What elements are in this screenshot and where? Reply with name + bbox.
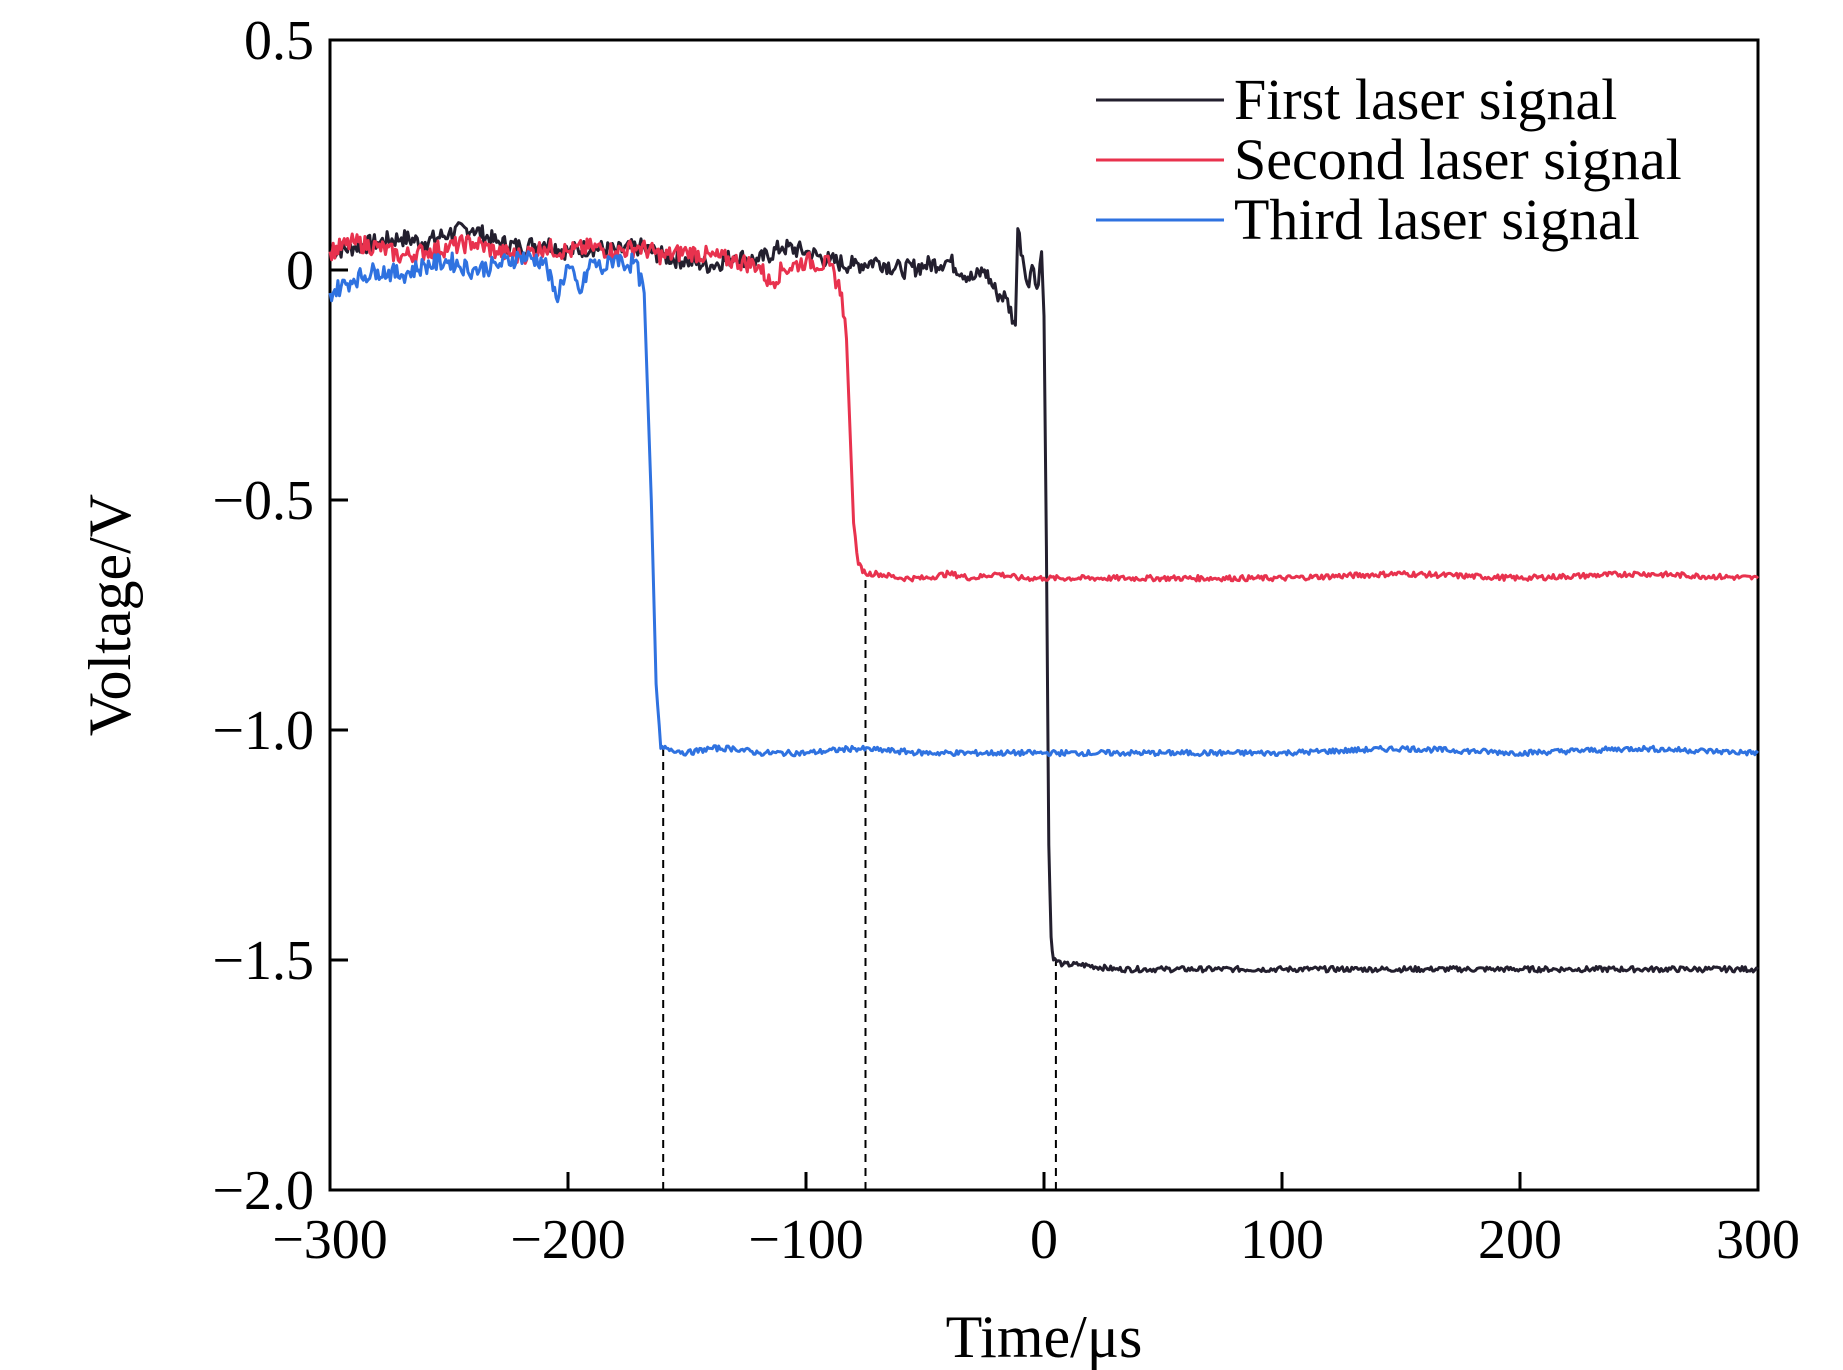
- y-axis: 0.5 0 −0.5 −1.0 −1.5 −2.0: [212, 10, 348, 1222]
- series-group: [328, 221, 1760, 974]
- y-axis-label: Voltage/V: [77, 494, 143, 736]
- y-tick-label: −1.0: [212, 700, 314, 762]
- x-tick-label: −300: [272, 1209, 388, 1271]
- legend-label: First laser signal: [1234, 67, 1617, 132]
- x-tick-label: −100: [748, 1209, 864, 1271]
- legend-label: Third laser signal: [1234, 187, 1640, 252]
- x-tick-label: 0: [1030, 1209, 1058, 1271]
- series-line: [328, 250, 1759, 758]
- x-tick-label: 100: [1240, 1209, 1324, 1271]
- series-line: [329, 221, 1759, 974]
- x-tick-label: 300: [1716, 1209, 1800, 1271]
- y-tick-label: 0: [286, 240, 314, 302]
- x-axis: −300 −200 −100 0 100 200 300: [272, 1172, 1800, 1271]
- x-tick-label: −200: [510, 1209, 626, 1271]
- y-tick-label: −2.0: [212, 1160, 314, 1222]
- x-tick-label: 200: [1478, 1209, 1562, 1271]
- series-line: [328, 232, 1760, 583]
- y-tick-label: −0.5: [212, 470, 314, 532]
- annotations: [662, 573, 1057, 1190]
- y-tick-label: 0.5: [244, 10, 314, 72]
- x-axis-label: Time/μs: [946, 1304, 1143, 1370]
- y-tick-label: −1.5: [212, 930, 314, 992]
- legend-label: Second laser signal: [1234, 127, 1682, 192]
